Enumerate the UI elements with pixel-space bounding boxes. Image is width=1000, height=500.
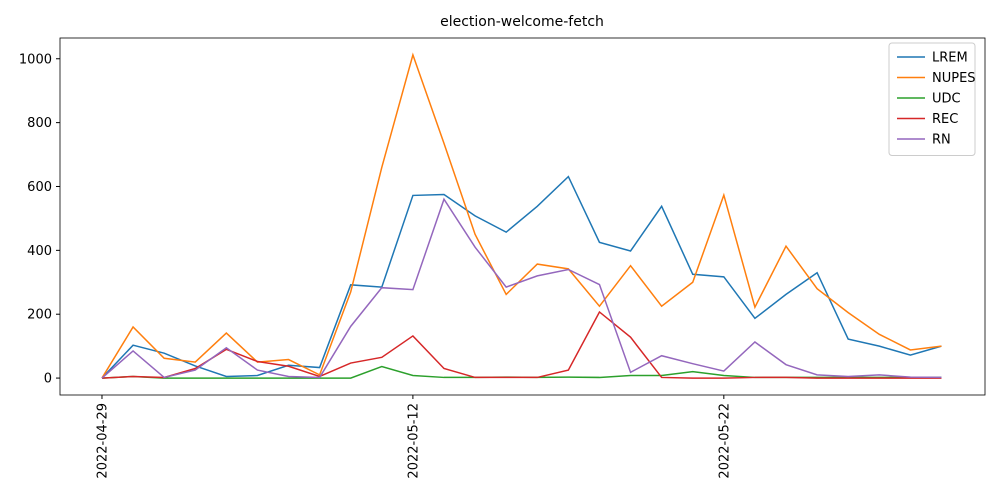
y-tick-label: 800 [27, 116, 52, 131]
legend-label: NUPES [932, 71, 976, 86]
line-series [101, 52, 942, 379]
legend-frame [888, 42, 976, 156]
line-series [101, 175, 942, 379]
y-tick-label: 600 [27, 180, 52, 195]
plot-frame [59, 37, 986, 396]
legend: LREM NUPES UDC REC RN [888, 42, 976, 156]
legend-label: RN [932, 133, 951, 148]
x-tick-label: 2022-04-29 [95, 403, 110, 479]
x-tick-label: 2022-05-22 [717, 403, 732, 479]
y-tick-label: 400 [27, 244, 52, 259]
y-tick-label: 1000 [19, 52, 52, 67]
line-series [101, 310, 942, 379]
y-tick-label: 200 [27, 308, 52, 323]
line-series [101, 197, 942, 379]
legend-label: LREM [932, 51, 968, 66]
x-tick-label: 2022-05-12 [406, 403, 421, 479]
legend-label: UDC [932, 92, 961, 107]
y-tick-label: 0 [44, 372, 52, 387]
chart-title: election-welcome-fetch [440, 14, 604, 30]
legend-label: REC [932, 112, 958, 127]
